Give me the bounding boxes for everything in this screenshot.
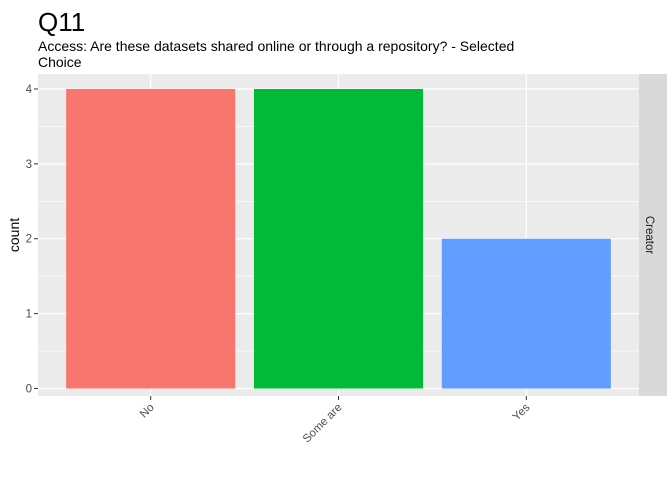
chart-title: Q11 [38,7,85,37]
x-tick-label: Yes [511,401,533,423]
chart-subtitle-line-1: Access: Are these datasets shared online… [38,38,514,54]
x-tick-label: Some are [301,402,345,446]
y-axis-ticks: 0 1 2 3 4 [26,84,38,396]
chart-subtitle-line-2: Choice [38,54,82,70]
y-tick-label: 4 [26,84,33,96]
bar [441,238,611,389]
y-tick-label: 3 [26,159,32,171]
y-tick-label: 2 [26,234,32,246]
x-tick-label: No [138,402,157,421]
x-axis-ticks: No Some are Yes [138,396,533,445]
bars [66,88,611,389]
bar [66,88,236,389]
bar [253,88,424,389]
y-tick-label: 1 [26,309,32,321]
facet-strip [639,74,667,396]
y-axis-title: count [6,218,22,252]
y-tick-label: 0 [26,384,32,396]
facet-strip-label: Creator [643,216,655,255]
